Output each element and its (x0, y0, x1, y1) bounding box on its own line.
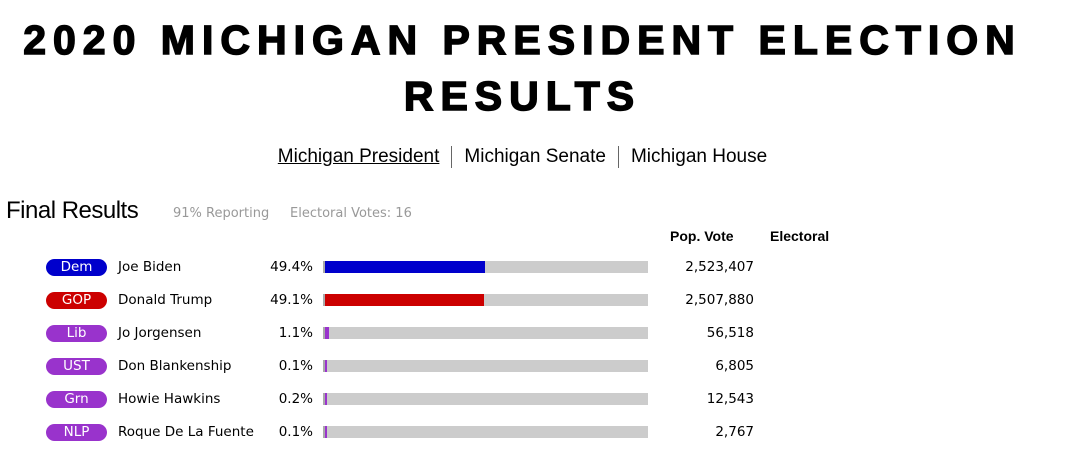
party-badge: Dem (46, 259, 107, 276)
nav-link-house[interactable]: Michigan House (617, 146, 779, 168)
page-title: 2020 MICHIGAN PRESIDENT ELECTION RESULTS (22, 16, 1022, 120)
candidate-name: Donald Trump (118, 292, 213, 308)
vote-share-fill (325, 426, 327, 438)
candidate-name: Howie Hawkins (118, 391, 221, 407)
party-badge: UST (46, 358, 107, 375)
party-badge: GOP (46, 292, 107, 309)
popular-votes: 6,805 (715, 358, 754, 374)
electoral-header: Electoral (770, 228, 830, 244)
party-badge: Lib (46, 325, 107, 342)
party-badge: NLP (46, 424, 107, 441)
vote-share-bar (323, 426, 648, 438)
party-badge: Grn (46, 391, 107, 408)
vote-share-fill (325, 393, 327, 405)
candidate-row: NLP Roque De La Fuente 0.1% 2,767 (0, 423, 800, 443)
vote-percent: 0.1% (278, 424, 313, 440)
vote-percent: 49.1% (270, 292, 313, 308)
candidate-name: Jo Jorgensen (118, 325, 202, 341)
popular-votes: 2,767 (715, 424, 754, 440)
vote-percent: 49.4% (270, 259, 313, 275)
candidate-name: Joe Biden (118, 259, 182, 275)
candidate-row: Grn Howie Hawkins 0.2% 12,543 (0, 390, 800, 410)
results-heading: Final Results (6, 197, 139, 224)
popular-votes: 12,543 (706, 391, 754, 407)
popular-votes: 56,518 (706, 325, 754, 341)
race-nav: Michigan President Michigan Senate Michiga… (0, 146, 1045, 168)
vote-share-bar (323, 393, 648, 405)
popular-votes: 2,507,880 (685, 292, 754, 308)
popular-votes: 2,523,407 (685, 259, 754, 275)
candidate-name: Don Blankenship (118, 358, 232, 374)
vote-share-bar (323, 294, 648, 306)
candidate-row: Lib Jo Jorgensen 1.1% 56,518 (0, 324, 800, 344)
pop-vote-header: Pop. Vote (670, 228, 734, 244)
candidate-name: Roque De La Fuente (118, 424, 254, 440)
vote-share-bar (323, 261, 648, 273)
candidate-row: Dem Joe Biden 49.4% 2,523,407 (0, 258, 800, 278)
reporting-status: 91% Reporting (173, 206, 270, 221)
vote-percent: 0.1% (278, 358, 313, 374)
vote-share-fill (325, 327, 329, 339)
vote-share-fill (325, 261, 485, 273)
nav-link-president[interactable]: Michigan President (277, 146, 440, 167)
vote-share-bar (323, 327, 648, 339)
nav-link-senate[interactable]: Michigan Senate (451, 146, 618, 168)
candidate-row: GOP Donald Trump 49.1% 2,507,880 (0, 291, 800, 311)
vote-share-fill (325, 360, 327, 372)
vote-percent: 1.1% (278, 325, 313, 341)
vote-share-fill (325, 294, 484, 306)
vote-percent: 0.2% (278, 391, 313, 407)
candidate-row: UST Don Blankenship 0.1% 6,805 (0, 357, 800, 377)
vote-share-bar (323, 360, 648, 372)
electoral-votes-total: Electoral Votes: 16 (290, 206, 412, 221)
